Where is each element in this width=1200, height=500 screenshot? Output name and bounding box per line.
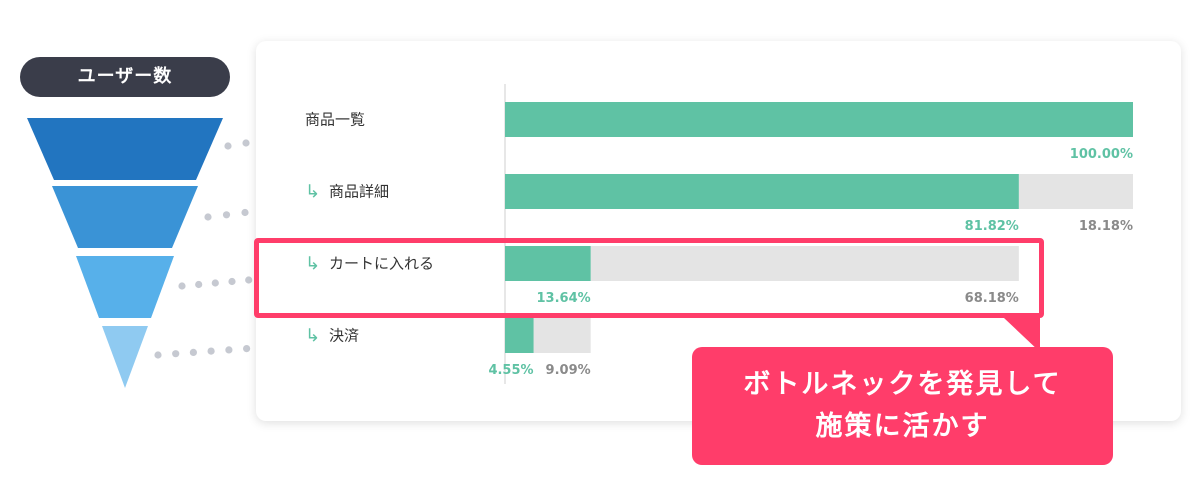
connector-dot	[225, 346, 233, 354]
bar-dropped	[1018, 174, 1133, 209]
category-label: カートに入れる	[329, 255, 434, 273]
connector-dot	[241, 208, 249, 217]
connector-dot	[154, 351, 162, 359]
connector-dot	[242, 139, 250, 147]
bar-reached	[505, 246, 591, 281]
connector-dot	[222, 211, 231, 219]
funnel-segment-3	[76, 256, 174, 318]
funnel-bar-chart: 商品一覧 100.00% ↳ 商品詳細 81.82% 18.18% ↳ カートに入れる 13.6…	[305, 84, 1133, 384]
user-count-badge-label: ユーザー数	[77, 66, 173, 87]
bottleneck-callout: ボトルネックを発見して 施策に活かす	[692, 347, 1113, 465]
bar-reached	[505, 102, 1133, 137]
callout-pointer-shape	[1004, 318, 1040, 352]
bar-reached	[505, 174, 1019, 209]
value-label-reached: 100.00%	[1070, 147, 1133, 162]
connector-dot	[228, 277, 236, 286]
category-label: 決済	[329, 327, 359, 345]
value-label-dropped: 18.18%	[1079, 219, 1133, 234]
connector-dot	[207, 347, 215, 355]
funnel-segment-2	[52, 186, 198, 248]
connector-dot	[211, 279, 219, 287]
connector-dot	[245, 276, 253, 284]
connector-dot	[189, 348, 197, 356]
step-arrow-icon: ↳	[305, 254, 320, 275]
connector-dot	[224, 142, 232, 150]
value-label-reached: 4.55%	[488, 363, 533, 378]
step-arrow-icon: ↳	[305, 326, 320, 347]
bar-reached	[505, 318, 534, 353]
funnel-segment-4	[102, 326, 148, 388]
value-label-dropped: 68.18%	[965, 291, 1019, 306]
connector-dot	[243, 345, 251, 353]
connector-dot	[178, 282, 186, 290]
bottleneck-highlight-box	[254, 238, 1044, 318]
funnel-segment-1	[27, 118, 223, 180]
bar-dropped	[533, 318, 591, 353]
user-count-badge: ユーザー数	[20, 57, 230, 97]
connector-dot	[204, 213, 212, 221]
category-label: 商品詳細	[329, 183, 389, 201]
bar-dropped	[590, 246, 1019, 281]
connector-dot	[172, 350, 180, 358]
value-label-reached: 13.64%	[537, 291, 591, 306]
category-label: 商品一覧	[305, 111, 365, 129]
step-arrow-icon: ↳	[305, 182, 320, 203]
value-label-reached: 81.82%	[965, 219, 1019, 234]
callout-line-1: ボトルネックを発見して	[743, 369, 1062, 400]
connector-dot	[195, 280, 203, 289]
callout-line-2: 施策に活かす	[815, 411, 990, 442]
value-label-dropped: 9.09%	[546, 363, 591, 378]
